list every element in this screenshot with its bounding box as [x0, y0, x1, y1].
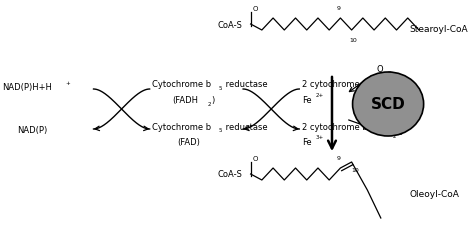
Text: 2H: 2H	[377, 128, 389, 137]
Text: Fe: Fe	[302, 138, 312, 147]
Text: Oleoyl-CoA: Oleoyl-CoA	[410, 190, 459, 199]
Text: 5: 5	[219, 86, 222, 91]
Text: NAD(P): NAD(P)	[17, 126, 47, 135]
Text: NAD(P)H+H: NAD(P)H+H	[2, 83, 52, 92]
Text: O: O	[397, 128, 403, 137]
Text: Stearoyl-CoA: Stearoyl-CoA	[410, 25, 468, 34]
Text: Cytochrome b: Cytochrome b	[153, 80, 211, 89]
Text: reductase: reductase	[223, 80, 267, 89]
Text: 2 cytochrome b: 2 cytochrome b	[302, 80, 368, 89]
Text: 2: 2	[208, 102, 211, 107]
Text: CoA-S: CoA-S	[218, 20, 243, 29]
Text: Fe: Fe	[302, 96, 312, 105]
Text: O: O	[253, 155, 258, 161]
Text: 2 cytochrome b: 2 cytochrome b	[302, 122, 368, 131]
Text: 5: 5	[383, 128, 387, 133]
Text: O: O	[253, 6, 258, 12]
Text: reductase: reductase	[223, 122, 267, 131]
Text: 2: 2	[393, 134, 396, 139]
Text: 9: 9	[337, 7, 340, 11]
Text: 5: 5	[383, 86, 387, 91]
Ellipse shape	[353, 73, 424, 136]
Text: (FAD): (FAD)	[178, 138, 201, 147]
Text: Cytochrome b: Cytochrome b	[153, 122, 211, 131]
Text: 3+: 3+	[316, 135, 324, 140]
Text: CoA-S: CoA-S	[218, 170, 243, 179]
Text: 9: 9	[337, 156, 340, 161]
Text: 10: 10	[350, 38, 357, 43]
Text: SCD: SCD	[371, 97, 405, 112]
Text: +: +	[65, 81, 70, 86]
Text: (FADH: (FADH	[172, 96, 198, 105]
Text: O: O	[377, 65, 383, 74]
Text: 5: 5	[219, 128, 222, 133]
Text: 2: 2	[387, 71, 391, 76]
Text: ): )	[211, 96, 215, 105]
Text: 2+: 2+	[316, 93, 324, 98]
Text: 10: 10	[352, 168, 359, 173]
